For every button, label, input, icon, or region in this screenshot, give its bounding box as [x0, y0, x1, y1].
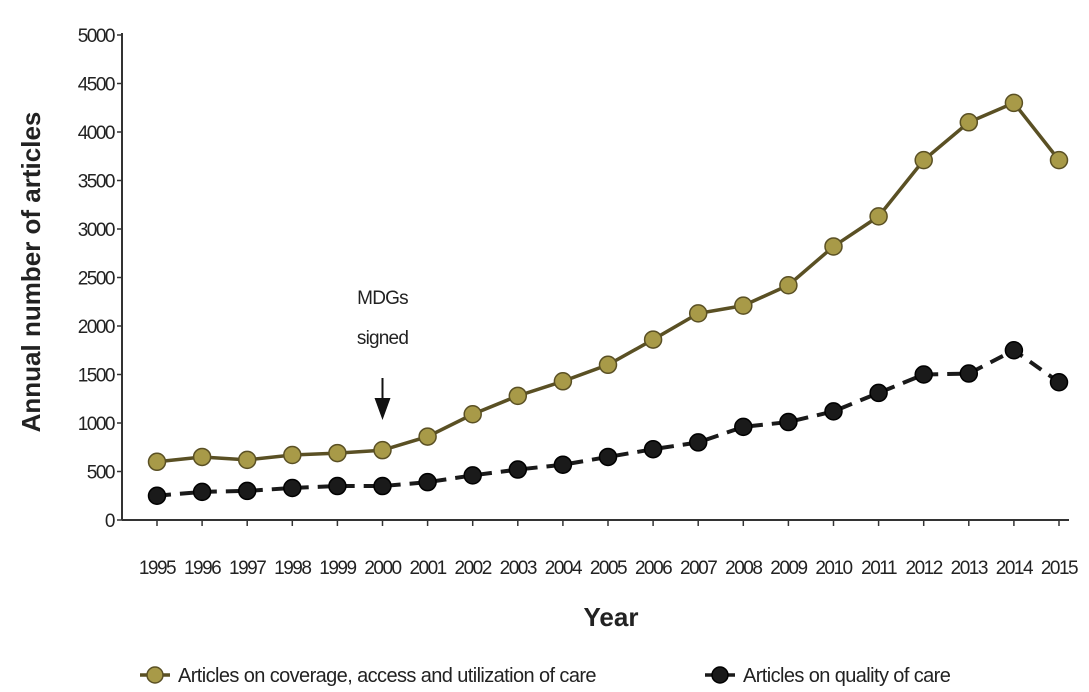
data-point [734, 296, 753, 315]
y-tick-label: 2000 [78, 317, 115, 338]
data-point [373, 476, 392, 496]
y-tick-label: 3500 [78, 172, 115, 193]
legend-marker-icon [146, 666, 164, 684]
x-tick-label: 1996 [184, 558, 221, 579]
x-tick-label: 2008 [725, 558, 762, 579]
annotation: MDGs signed [357, 288, 409, 420]
x-tick-label: 2007 [680, 558, 717, 579]
data-point [283, 445, 302, 465]
annotation-layer: MDGs signed [357, 288, 409, 420]
y-tick-label: 0 [105, 511, 115, 532]
data-point [418, 472, 437, 492]
series-layer [147, 93, 1069, 505]
x-tick-label: 2004 [545, 558, 583, 579]
x-tick-label: 2000 [364, 558, 401, 579]
data-point [1049, 150, 1069, 170]
data-point [328, 443, 347, 463]
data-point [192, 447, 212, 467]
data-point [959, 364, 979, 383]
data-point [147, 486, 167, 505]
y-tick-label: 4500 [78, 75, 115, 96]
y-tick-label: 1500 [78, 366, 115, 387]
data-point [1004, 341, 1024, 360]
data-point [237, 481, 257, 501]
data-point [643, 330, 663, 349]
data-point [779, 276, 798, 295]
data-point [914, 365, 933, 384]
y-tick-label: 500 [87, 463, 115, 484]
data-point [688, 433, 708, 452]
data-point [283, 478, 302, 498]
data-point [508, 386, 528, 406]
y-axis-ticks: 0 500 1000 1500 2000 2500 3000 3500 4000 4500 5000 [78, 26, 122, 532]
data-point [553, 455, 573, 474]
legend-item-1: Articles on coverage, access and utiliza… [140, 665, 597, 687]
x-tick-label: 2006 [635, 558, 672, 579]
legend-label: Articles on coverage, access and utiliza… [178, 665, 596, 687]
x-tick-label: 2002 [455, 558, 492, 579]
y-tick-label: 3000 [78, 220, 115, 241]
legend: Articles on coverage, access and utiliza… [140, 665, 951, 687]
data-point [959, 113, 979, 132]
data-point [373, 440, 392, 460]
data-point [869, 383, 888, 403]
data-point [824, 402, 843, 421]
data-point [598, 447, 618, 467]
data-point [1004, 93, 1024, 113]
y-tick-label: 2500 [78, 269, 115, 290]
x-tick-label: 2001 [409, 558, 446, 579]
x-tick-label: 2003 [500, 558, 537, 579]
data-point [328, 476, 347, 496]
data-point [147, 452, 167, 472]
annotation-text: signed [357, 328, 408, 349]
legend-marker-icon [711, 666, 729, 684]
series-2 [147, 341, 1069, 505]
data-point [192, 482, 212, 502]
data-point [598, 355, 618, 375]
x-tick-label: 2010 [815, 558, 852, 579]
x-tick-label: 2014 [996, 558, 1034, 579]
annotation-text: MDGs [357, 288, 408, 309]
data-point [463, 466, 482, 485]
data-point [734, 417, 753, 437]
data-point [914, 150, 933, 170]
x-tick-label: 2005 [590, 558, 627, 579]
y-tick-label: 5000 [78, 26, 115, 47]
data-point [418, 427, 437, 446]
legend-item-2: Articles on quality of care [705, 665, 951, 687]
x-tick-label: 1998 [274, 558, 311, 579]
data-point [463, 405, 482, 424]
series-line [156, 347, 1061, 498]
data-point [508, 460, 528, 479]
x-tick-label: 2011 [861, 558, 897, 579]
legend-label: Articles on quality of care [743, 665, 951, 687]
x-tick-label: 2012 [906, 558, 943, 579]
data-point [237, 450, 257, 470]
x-tick-label: 2013 [951, 558, 988, 579]
y-tick-label: 1000 [78, 414, 115, 435]
axes [121, 33, 1069, 521]
data-point [688, 304, 708, 323]
data-point [643, 439, 663, 459]
y-axis-title: Annual number of articles [16, 112, 46, 433]
x-tick-label: 2015 [1041, 558, 1078, 579]
y-tick-label: 4000 [78, 123, 115, 144]
data-point [553, 372, 573, 391]
x-axis-ticks: 1995 1996 1997 1998 1999 2000 2001 2002 2003 2004… [139, 520, 1080, 579]
data-point [779, 412, 798, 432]
series-1 [147, 93, 1069, 472]
x-tick-label: 2009 [770, 558, 807, 579]
data-point [824, 237, 843, 256]
x-axis-title: Year [584, 602, 639, 632]
data-point [1049, 373, 1069, 392]
data-point [869, 207, 888, 226]
x-tick-label: 1999 [319, 558, 356, 579]
arrow-down-icon [374, 398, 391, 420]
x-tick-label: 1997 [229, 558, 266, 579]
x-tick-label: 1995 [139, 558, 176, 579]
